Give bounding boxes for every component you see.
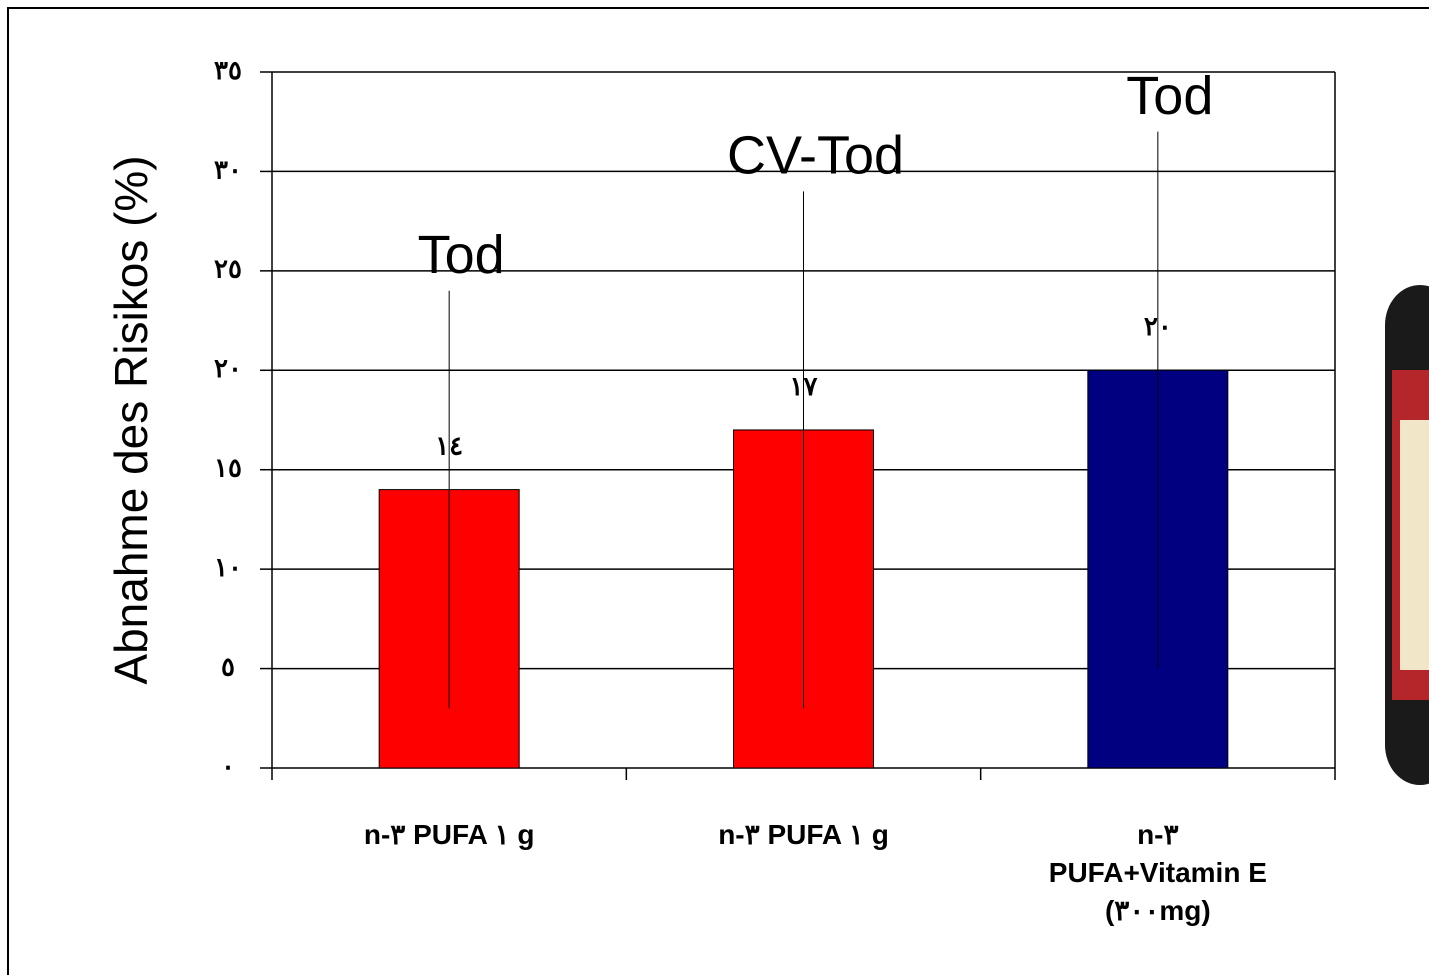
y-axis-label: Abnahme des Risikos (%) <box>105 155 157 684</box>
y-tick-label: ٣٠ <box>214 154 242 184</box>
frame <box>7 7 1429 975</box>
y-tick-label: ١٠ <box>214 552 242 582</box>
annotation: Tod <box>1126 66 1213 126</box>
annotation: CV-Tod <box>727 126 904 186</box>
y-tick-label: ٣٥ <box>214 55 242 85</box>
x-tick-label: n-٣ PUFA ١ g <box>718 819 889 850</box>
bottle-image <box>1385 285 1429 785</box>
value-label: ١٤ <box>435 430 463 460</box>
x-tick-label: n-٣ PUFA ١ g <box>363 819 535 850</box>
value-label: ١٧ <box>790 371 818 401</box>
y-tick-label: ١٥ <box>214 453 242 483</box>
annotation: Tod <box>418 225 505 285</box>
y-tick-label: ٥ <box>221 651 235 681</box>
y-tick-label: ٢٥ <box>214 254 242 284</box>
value-label: ٢٠ <box>1144 311 1172 341</box>
y-tick-label: ٢٠ <box>214 353 242 383</box>
x-tick-label: n-٣ PUFA+Vitamin E (٣٠٠mg) <box>1048 819 1267 926</box>
y-tick-label: ٠ <box>221 751 235 781</box>
